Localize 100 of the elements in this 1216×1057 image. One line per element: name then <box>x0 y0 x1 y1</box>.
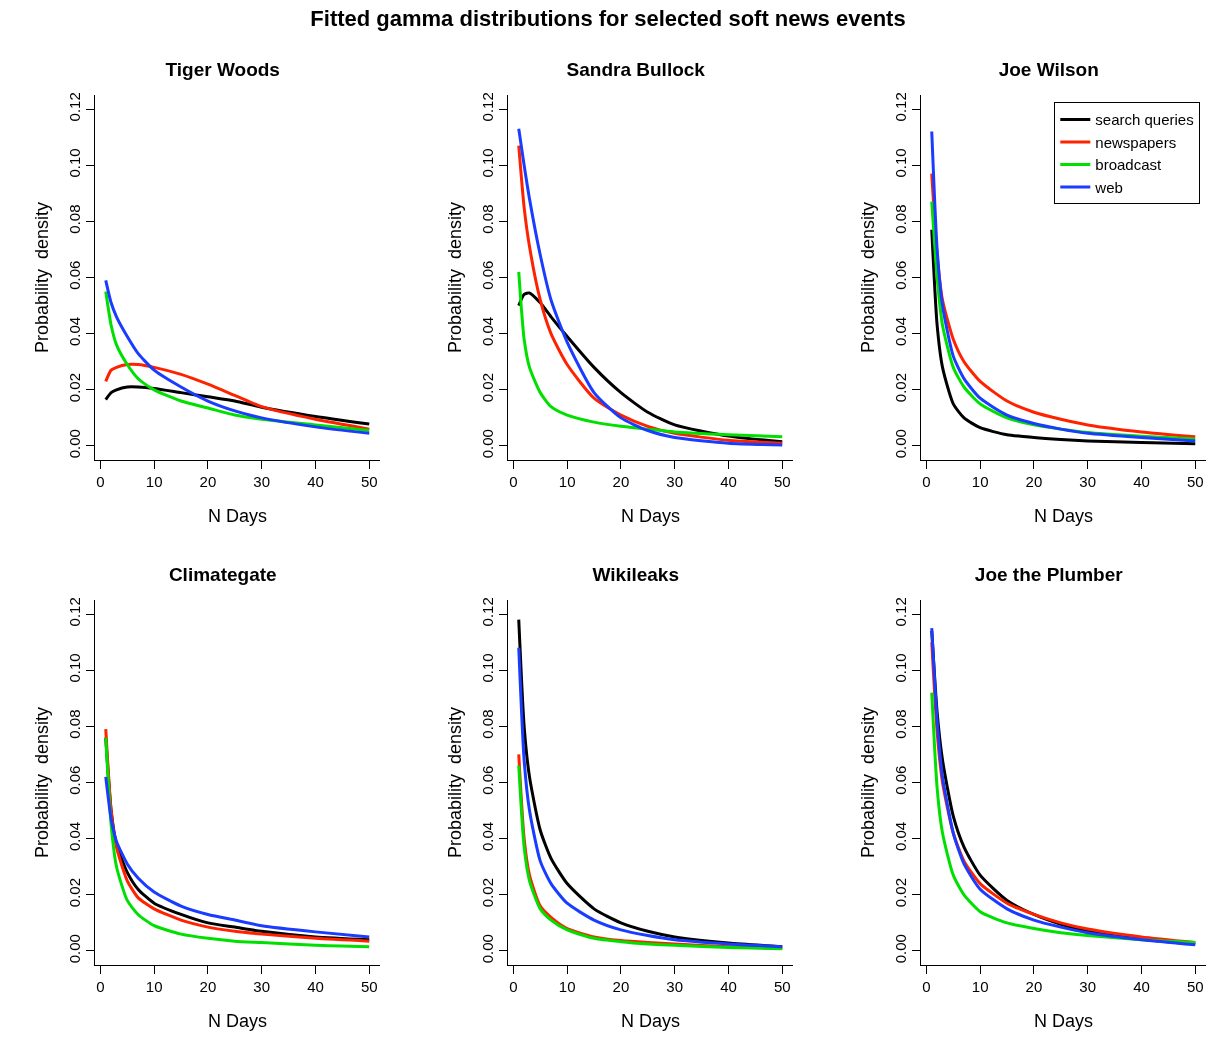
y-axis-title: Probability density <box>32 201 53 354</box>
y-tick-label: 0.10 <box>479 148 496 178</box>
x-tick-label: 40 <box>307 978 324 995</box>
y-axis-title: Probability density <box>858 201 879 354</box>
x-tick-label: 10 <box>558 473 576 490</box>
y-tick-label: 0.02 <box>66 877 83 908</box>
y-tick-label: 0.02 <box>479 877 496 908</box>
y-tick-label: 0.00 <box>66 429 83 459</box>
y-tick-label: 0.08 <box>66 709 83 739</box>
y-tick-label: 0.10 <box>892 148 909 178</box>
x-tick-label: 30 <box>1079 978 1097 995</box>
x-axis-title: N Days <box>1033 506 1094 527</box>
x-tick-label: 40 <box>1133 978 1150 995</box>
chart-title: Joe Wilson <box>998 58 1099 80</box>
x-tick-label: 50 <box>360 978 378 995</box>
x-tick-label: 0 <box>922 473 931 490</box>
y-tick-label: 0.10 <box>66 653 83 683</box>
x-tick-label: 30 <box>1079 473 1097 490</box>
chart-title: Climategate <box>168 563 277 585</box>
y-tick-label: 0.08 <box>892 709 909 739</box>
x-tick-label: 40 <box>720 473 737 490</box>
y-tick-label: 0.00 <box>479 429 496 459</box>
x-tick-label: 10 <box>558 978 576 995</box>
y-tick-label: 0.08 <box>479 709 496 739</box>
x-tick-label: 50 <box>1186 978 1204 995</box>
y-tick-label: 0.00 <box>479 934 496 964</box>
x-tick-label: 40 <box>1133 473 1150 490</box>
y-tick-label: 0.08 <box>892 204 909 234</box>
x-tick-label: 20 <box>199 978 217 995</box>
x-tick-label: 20 <box>612 978 630 995</box>
x-tick-label: 10 <box>145 473 163 490</box>
y-tick-label: 0.04 <box>892 316 909 346</box>
y-tick-label: 0.00 <box>892 934 909 964</box>
x-axis-title: N Days <box>207 1011 268 1032</box>
x-tick-label: 20 <box>1025 978 1043 995</box>
y-tick-label: 0.06 <box>892 765 909 795</box>
x-tick-label: 0 <box>509 978 518 995</box>
y-tick-label: 0.02 <box>892 877 909 908</box>
x-tick-label: 30 <box>666 473 684 490</box>
x-tick-label: 20 <box>199 473 217 490</box>
legend-label: broadcast <box>1095 156 1163 174</box>
x-tick-label: 0 <box>509 473 518 490</box>
text: Fitted gamma distributions for selected soft news events <box>309 6 907 32</box>
y-tick-label: 0.12 <box>479 92 496 122</box>
x-tick-label: 30 <box>666 978 684 995</box>
x-tick-label: 30 <box>253 978 271 995</box>
y-tick-label: 0.10 <box>66 148 83 178</box>
y-tick-label: 0.02 <box>892 372 909 403</box>
y-tick-label: 0.04 <box>66 821 83 851</box>
y-tick-label: 0.08 <box>479 204 496 234</box>
x-tick-label: 50 <box>773 978 791 995</box>
y-tick-label: 0.06 <box>892 260 909 290</box>
chart-title: Tiger Woods <box>165 58 280 80</box>
x-tick-label: 40 <box>307 473 324 490</box>
x-tick-label: 30 <box>253 473 271 490</box>
chart-title: Wikileaks <box>592 563 679 585</box>
x-tick-label: 50 <box>360 473 378 490</box>
y-tick-label: 0.06 <box>479 765 496 795</box>
y-tick-label: 0.00 <box>66 934 83 964</box>
x-tick-label: 10 <box>971 473 989 490</box>
y-tick-label: 0.08 <box>66 204 83 234</box>
y-tick-label: 0.06 <box>479 260 496 290</box>
x-tick-label: 0 <box>96 978 105 995</box>
x-tick-label: 0 <box>96 473 105 490</box>
legend-label: search queries <box>1095 111 1194 129</box>
y-tick-label: 0.06 <box>66 260 83 290</box>
y-tick-label: 0.00 <box>892 429 909 459</box>
y-tick-label: 0.12 <box>66 597 83 627</box>
x-tick-label: 50 <box>773 473 791 490</box>
legend-label: newspapers <box>1095 133 1177 151</box>
y-tick-label: 0.02 <box>479 372 496 403</box>
x-tick-label: 10 <box>145 978 163 995</box>
x-axis-title: N Days <box>620 506 681 527</box>
y-tick-label: 0.10 <box>479 653 496 683</box>
x-tick-label: 0 <box>922 978 931 995</box>
legend-label: web <box>1094 178 1123 196</box>
x-tick-label: 20 <box>1025 473 1043 490</box>
x-axis-title: N Days <box>1033 1011 1094 1032</box>
chart-title: Joe the Plumber <box>974 563 1124 585</box>
y-tick-label: 0.04 <box>892 821 909 851</box>
x-axis-title: N Days <box>620 1011 681 1032</box>
y-axis-title: Probability density <box>445 706 466 859</box>
y-tick-label: 0.12 <box>892 597 909 627</box>
y-axis-title: Probability density <box>445 201 466 354</box>
x-tick-label: 50 <box>1186 473 1204 490</box>
y-tick-label: 0.04 <box>479 316 496 346</box>
y-tick-label: 0.06 <box>66 765 83 795</box>
y-tick-label: 0.12 <box>66 92 83 122</box>
y-tick-label: 0.12 <box>479 597 496 627</box>
y-tick-label: 0.12 <box>892 92 909 122</box>
x-axis-title: N Days <box>207 506 268 527</box>
y-tick-label: 0.04 <box>66 316 83 346</box>
chart-title: Sandra Bullock <box>566 58 706 80</box>
x-tick-label: 10 <box>971 978 989 995</box>
y-tick-label: 0.04 <box>479 821 496 851</box>
y-tick-label: 0.10 <box>892 653 909 683</box>
y-axis-title: Probability density <box>32 706 53 859</box>
y-axis-title: Probability density <box>858 706 879 859</box>
x-tick-label: 20 <box>612 473 630 490</box>
y-tick-label: 0.02 <box>66 372 83 403</box>
